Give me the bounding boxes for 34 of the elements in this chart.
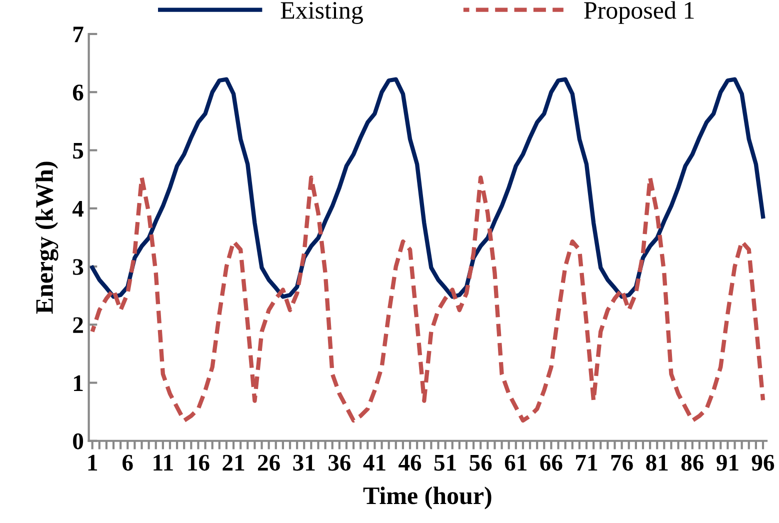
x-tick-label: 26 — [258, 454, 280, 471]
x-axis-title: Time (hour) — [363, 486, 492, 510]
y-tick-label: 2 — [73, 317, 83, 333]
legend-label: Proposed 1 — [584, 1, 694, 24]
x-tick-label: 16 — [188, 454, 210, 471]
line-series — [90, 175, 766, 423]
x-tick-label: 11 — [154, 454, 173, 470]
x-tick-label: 76 — [611, 454, 633, 471]
y-tick-label: 4 — [72, 201, 84, 217]
x-tick-label: 31 — [293, 454, 315, 471]
x-tick-label: 56 — [470, 454, 492, 471]
y-tick-label: 7 — [73, 26, 84, 42]
legend-label: Existing — [280, 2, 363, 24]
y-tick-label: 6 — [72, 84, 84, 101]
x-tick-label: 6 — [122, 454, 133, 471]
x-tick-label: 41 — [363, 454, 386, 470]
y-tick-label: 3 — [73, 259, 84, 275]
x-tick-label: 51 — [434, 454, 456, 471]
x-tick-label: 36 — [328, 454, 351, 471]
y-axis-title: Energy (kWh) — [35, 162, 58, 314]
x-tick-label: 21 — [222, 454, 244, 470]
x-tick-label: 71 — [576, 454, 598, 470]
line-series — [90, 77, 766, 299]
x-tick-label: 66 — [540, 454, 562, 471]
x-tick-label: 86 — [681, 454, 704, 471]
x-tick-label: 1 — [88, 454, 98, 470]
y-tick-label: 5 — [73, 142, 84, 159]
y-tick-label: 1 — [74, 375, 83, 391]
x-tick-label: 46 — [398, 454, 422, 471]
x-tick-label: 91 — [716, 454, 738, 471]
x-tick-label: 96 — [752, 454, 774, 471]
x-tick-label: 61 — [504, 454, 526, 471]
y-tick-label: 0 — [73, 433, 84, 450]
x-tick-label: 81 — [646, 454, 668, 471]
